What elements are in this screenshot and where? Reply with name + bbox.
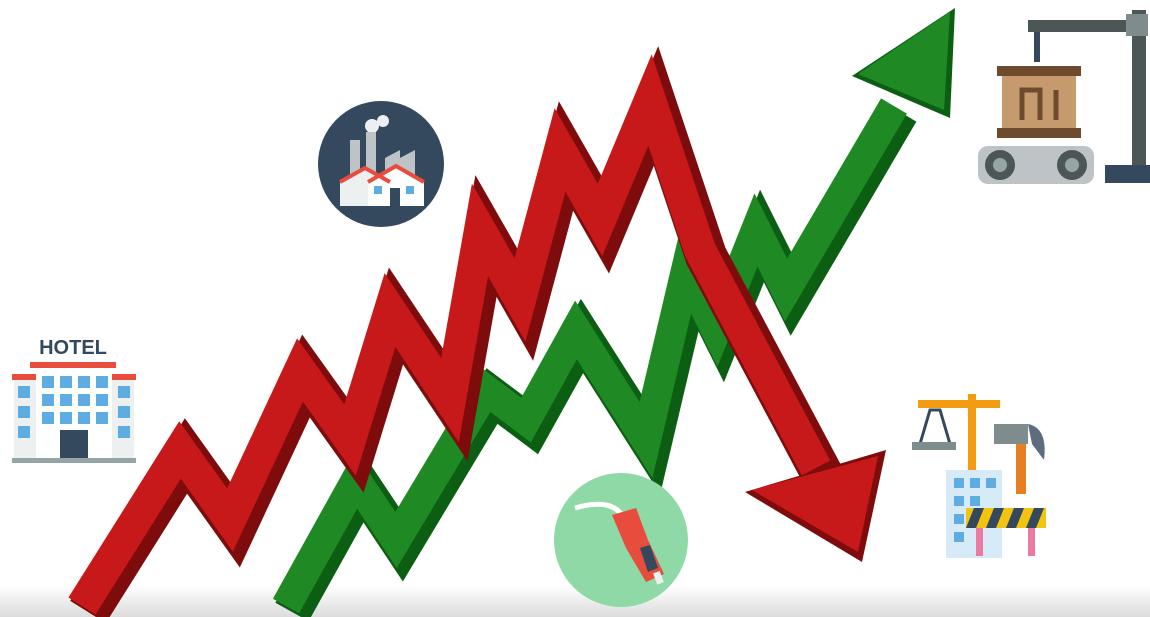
- hotel-icon: HOTEL: [12, 337, 136, 463]
- factory-icon: [318, 101, 444, 227]
- construction-icon: [912, 394, 1046, 558]
- hotel-sign: HOTEL: [39, 337, 107, 359]
- green-arrow: [272, 8, 955, 617]
- floor-shadow: [0, 585, 1150, 617]
- crane-icon: [978, 10, 1150, 184]
- red-arrow: [68, 46, 886, 617]
- fuel-icon: [554, 473, 688, 607]
